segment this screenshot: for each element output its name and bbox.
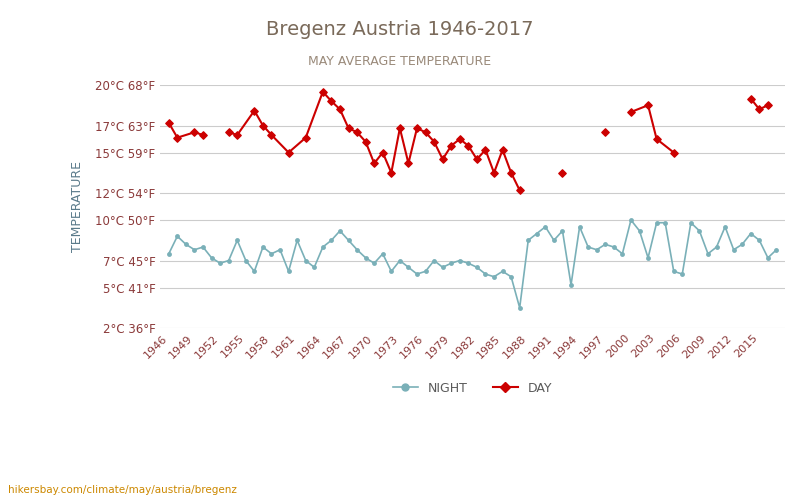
- NIGHT: [772, 246, 782, 252]
- NIGHT: [164, 251, 174, 257]
- DAY: [394, 124, 406, 132]
- DAY: [642, 102, 654, 110]
- DAY: [556, 169, 569, 177]
- DAY: [625, 108, 638, 116]
- DAY: [171, 134, 184, 141]
- Y-axis label: TEMPERATURE: TEMPERATURE: [71, 161, 84, 252]
- DAY: [325, 97, 338, 105]
- NIGHT: [583, 244, 593, 250]
- Legend: NIGHT, DAY: NIGHT, DAY: [388, 376, 558, 400]
- DAY: [342, 124, 355, 132]
- DAY: [744, 94, 757, 102]
- NIGHT: [250, 268, 259, 274]
- DAY: [282, 148, 295, 156]
- DAY: [436, 156, 449, 164]
- DAY: [753, 106, 766, 114]
- DAY: [248, 106, 261, 114]
- DAY: [222, 128, 235, 136]
- DAY: [496, 146, 509, 154]
- DAY: [162, 119, 175, 127]
- NIGHT: [626, 217, 636, 223]
- DAY: [762, 102, 774, 110]
- NIGHT: [506, 274, 516, 280]
- DAY: [428, 138, 441, 145]
- DAY: [402, 160, 415, 168]
- Text: hikersbay.com/climate/may/austria/bregenz: hikersbay.com/climate/may/austria/bregen…: [8, 485, 237, 495]
- DAY: [265, 131, 278, 139]
- NIGHT: [738, 242, 747, 248]
- DAY: [334, 106, 346, 114]
- Text: MAY AVERAGE TEMPERATURE: MAY AVERAGE TEMPERATURE: [309, 55, 491, 68]
- NIGHT: [515, 305, 525, 311]
- DAY: [479, 146, 492, 154]
- DAY: [445, 142, 458, 150]
- DAY: [488, 169, 501, 177]
- DAY: [385, 169, 398, 177]
- NIGHT: [370, 260, 379, 266]
- Line: NIGHT: NIGHT: [166, 218, 779, 310]
- DAY: [462, 142, 474, 150]
- DAY: [410, 124, 423, 132]
- DAY: [197, 131, 210, 139]
- DAY: [599, 128, 612, 136]
- DAY: [231, 131, 244, 139]
- DAY: [188, 128, 201, 136]
- DAY: [350, 128, 363, 136]
- DAY: [299, 134, 312, 141]
- DAY: [650, 135, 663, 143]
- DAY: [667, 148, 680, 156]
- DAY: [376, 148, 389, 156]
- DAY: [505, 169, 518, 177]
- DAY: [368, 160, 381, 168]
- DAY: [359, 138, 372, 145]
- DAY: [454, 135, 466, 143]
- DAY: [419, 128, 432, 136]
- DAY: [514, 186, 526, 194]
- Text: Bregenz Austria 1946-2017: Bregenz Austria 1946-2017: [266, 20, 534, 39]
- NIGHT: [558, 228, 567, 234]
- DAY: [317, 88, 330, 96]
- DAY: [257, 122, 270, 130]
- DAY: [470, 156, 483, 164]
